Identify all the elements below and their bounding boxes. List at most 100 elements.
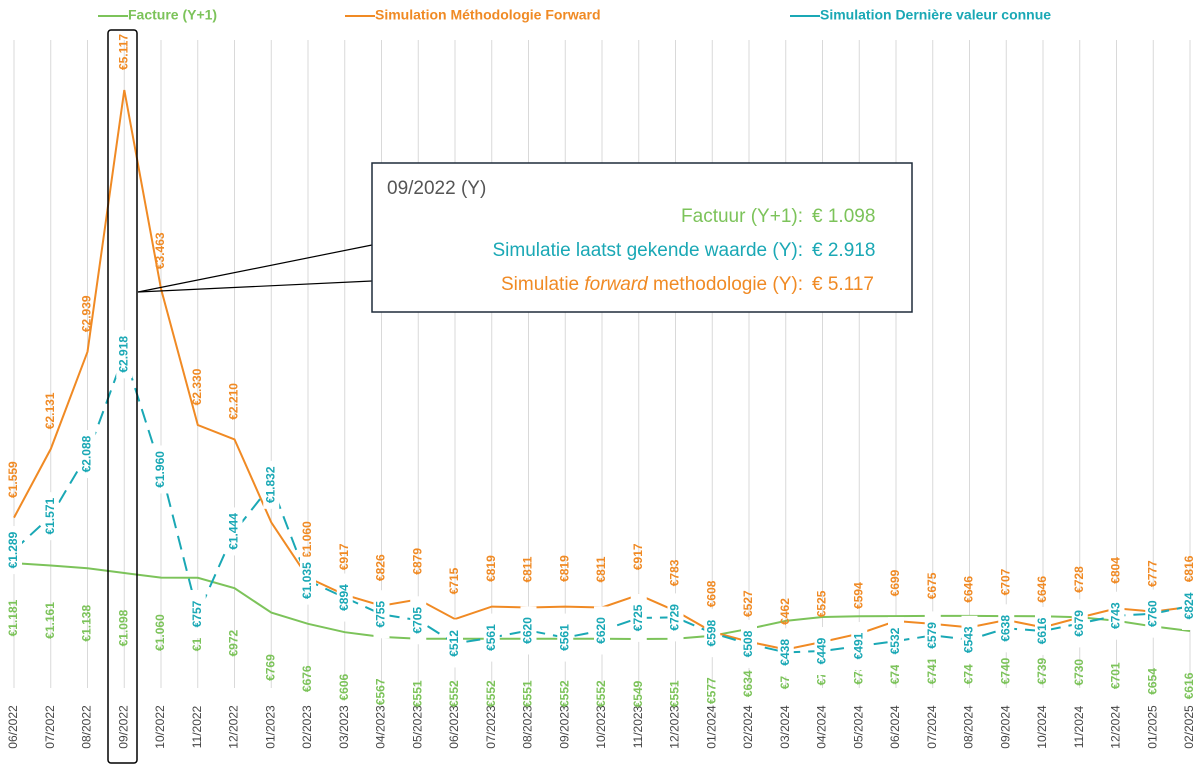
- data-label: €1.060: [153, 614, 167, 651]
- label-part: Simulatie: [501, 274, 584, 295]
- data-label: €1.571: [43, 498, 57, 535]
- x-tick-label: 01/2023: [263, 705, 277, 749]
- label-bg: [851, 621, 868, 670]
- data-label: €811: [521, 556, 535, 582]
- annotation-label: Simulatie laatst gekende waarde (Y):: [493, 240, 804, 261]
- data-label: €757: [190, 600, 204, 627]
- label-bg: [189, 590, 206, 639]
- x-tick-label: 12/2023: [668, 705, 682, 749]
- data-label: €598: [704, 619, 718, 646]
- x-tick-label: 12/2024: [1109, 705, 1123, 749]
- label-bg: [1071, 599, 1088, 648]
- x-tick-label: 05/2023: [410, 705, 424, 749]
- annotation-box: [371, 162, 913, 313]
- labels: 06/2022 07/2022 08/2022 09/2022 10/2022 11/20…: [6, 34, 1198, 749]
- data-label: €567: [374, 678, 388, 705]
- data-label: €826: [374, 554, 388, 581]
- annotation-value: € 1.098: [812, 206, 875, 227]
- data-label: €739: [1035, 658, 1049, 685]
- annotation-title: 09/2022 (Y): [387, 178, 486, 199]
- data-label: €616: [1182, 672, 1196, 699]
- label-bg: [226, 507, 243, 556]
- data-label: €819: [484, 555, 498, 582]
- label-bg: [373, 590, 390, 639]
- legend: Facture (Y+1) Simulation Méthodologie For…: [98, 7, 1051, 23]
- label-bg: [79, 430, 96, 479]
- data-label: €769: [263, 654, 277, 681]
- data-label: €561: [484, 624, 498, 651]
- data-label: €1.289: [6, 531, 20, 568]
- label-bg: [410, 596, 427, 645]
- label-bg: [520, 606, 537, 655]
- label-bg: [1145, 589, 1162, 638]
- label-bg: [483, 613, 500, 662]
- label-part: methodologie (Y):: [648, 274, 803, 295]
- data-label: €728: [1072, 566, 1086, 593]
- data-label: €634: [741, 670, 755, 697]
- label-bg: [741, 619, 757, 668]
- data-label: €577: [704, 677, 718, 704]
- data-label: €532: [888, 627, 902, 654]
- label-part: forward: [584, 274, 649, 295]
- data-label: €699: [888, 569, 902, 596]
- data-label: €1.098: [116, 609, 130, 646]
- label-bg: [6, 526, 22, 575]
- data-label: €552: [484, 680, 498, 707]
- label-bg: [116, 330, 133, 379]
- data-label: €1.161: [43, 602, 57, 639]
- legend-label: Simulation Dernière valeur connue: [820, 7, 1051, 23]
- annotation-value: € 2.918: [812, 240, 875, 261]
- label-bg: [924, 611, 941, 660]
- label-bg: [814, 627, 831, 676]
- data-label: €608: [704, 580, 718, 607]
- annotation-label: Simulatie forward methodologie (Y):: [501, 274, 803, 295]
- x-tick-label: 03/2024: [778, 705, 792, 749]
- x-tick-label: 09/2023: [557, 705, 571, 749]
- data-label: €527: [741, 590, 755, 617]
- data-label: €1.832: [263, 466, 277, 503]
- data-label: €730: [1072, 659, 1086, 686]
- x-tick-label: 07/2023: [484, 705, 498, 749]
- data-label: €1.035: [300, 562, 314, 599]
- x-tick-label: 09/2024: [998, 705, 1012, 749]
- x-tick-label: 06/2022: [6, 705, 20, 749]
- x-tick-label: 07/2024: [925, 705, 939, 749]
- x-tick-label: 11/2022: [190, 705, 204, 748]
- data-label: €606: [337, 673, 351, 700]
- label-bg: [42, 492, 59, 541]
- legend-label: Simulation Méthodologie Forward: [375, 7, 601, 23]
- data-label: €824: [1182, 592, 1196, 619]
- data-label: €512: [447, 630, 461, 657]
- data-label: €675: [925, 572, 939, 599]
- data-label: €1.559: [6, 461, 20, 498]
- label-bg: [336, 573, 353, 622]
- data-label: €620: [594, 617, 608, 644]
- label-bg: [1035, 606, 1051, 655]
- data-label: €729: [668, 604, 682, 631]
- x-tick-label: 01/2025: [1145, 705, 1159, 749]
- x-tick-label: 02/2024: [741, 705, 755, 749]
- x-tick-label: 12/2022: [227, 705, 241, 749]
- label-bg: [961, 615, 978, 664]
- x-tick-label: 11/2024: [1072, 705, 1086, 748]
- x-tick-label: 08/2022: [80, 705, 94, 749]
- data-label: €741: [962, 657, 976, 684]
- label-part: Factuur (Y+1):: [681, 206, 803, 227]
- label-bg: [153, 445, 169, 494]
- label-bg: [630, 593, 647, 642]
- data-label: €508: [741, 630, 755, 657]
- x-tick-label: 02/2025: [1182, 705, 1196, 749]
- x-tick-label: 03/2023: [337, 705, 351, 749]
- data-label: €594: [851, 582, 865, 609]
- data-label: €972: [227, 630, 241, 657]
- x-tick-label: 07/2022: [43, 705, 57, 749]
- data-label: €449: [815, 637, 829, 664]
- data-label: €438: [778, 639, 792, 666]
- data-label: €917: [631, 543, 645, 570]
- data-label: €725: [631, 604, 645, 631]
- data-label: €654: [1145, 668, 1159, 695]
- x-tick-label: 08/2024: [962, 705, 976, 749]
- data-label: €552: [557, 680, 571, 707]
- x-tick-label: 08/2023: [521, 705, 535, 749]
- data-label: €525: [815, 590, 829, 617]
